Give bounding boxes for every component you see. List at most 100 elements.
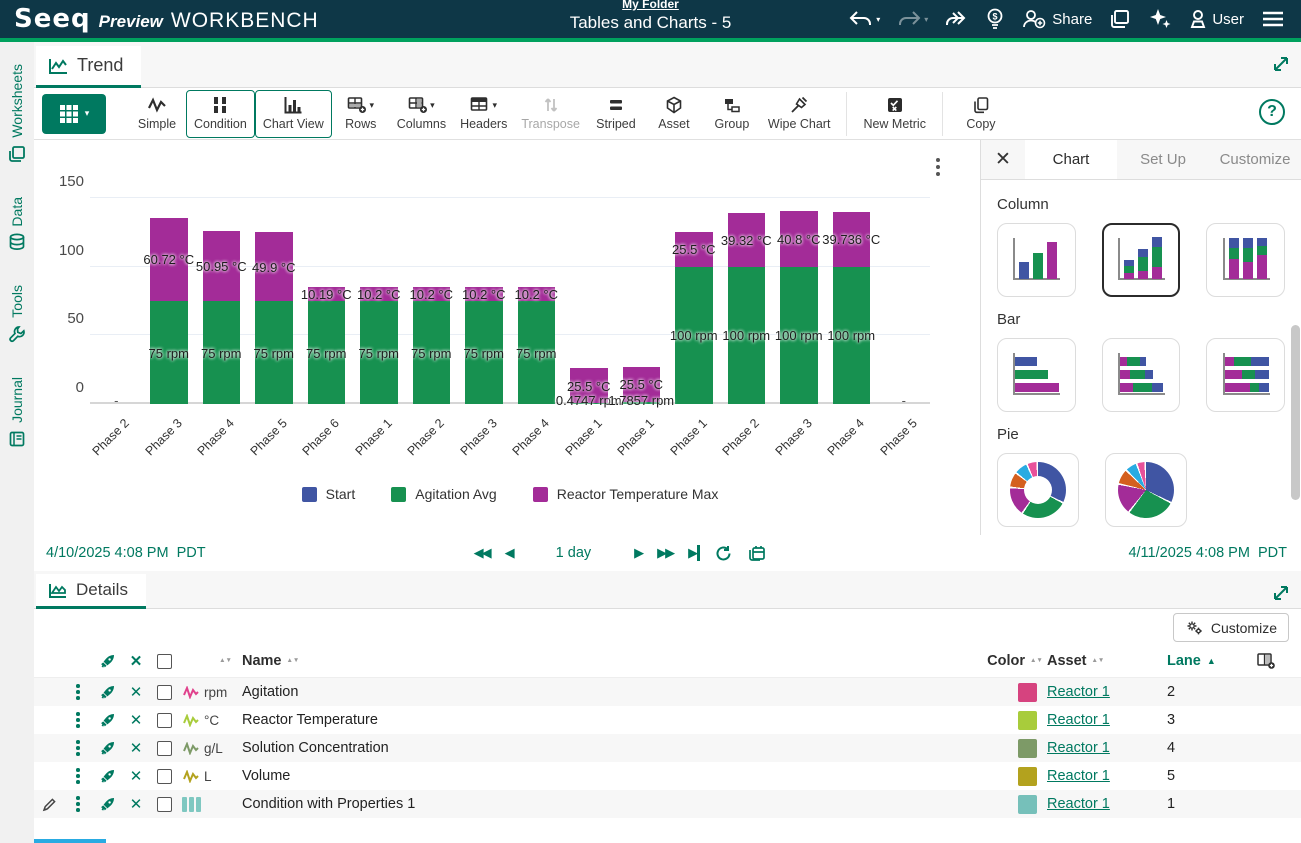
details-row-reactor-temperature[interactable]: ✕ °C Reactor Temperature Reactor 1 3 — [34, 706, 1301, 734]
remove-item-icon[interactable]: ✕ — [129, 684, 143, 701]
row-checkbox[interactable] — [156, 768, 172, 784]
bar-segment[interactable] — [727, 266, 765, 404]
bar-stacked-thumbnail[interactable] — [1101, 338, 1181, 412]
sidebar-item-journal[interactable]: Journal — [8, 377, 26, 448]
refresh-icon[interactable] — [715, 545, 732, 562]
legend-item[interactable]: Start — [301, 486, 355, 502]
column-percent-stacked-thumbnail[interactable] — [1206, 223, 1285, 297]
row-checkbox[interactable] — [156, 684, 172, 700]
expand-details-icon[interactable] — [1271, 583, 1291, 603]
help-button[interactable]: ? — [1259, 99, 1285, 125]
bar-segment[interactable] — [255, 232, 293, 301]
worksheets-overview-button[interactable] — [1109, 9, 1131, 29]
pie-chart-thumbnail[interactable] — [1105, 453, 1187, 527]
close-panel-icon[interactable]: ✕ — [995, 149, 1011, 170]
bar-segment[interactable] — [412, 301, 450, 404]
asset-link[interactable]: Reactor 1 — [1047, 796, 1110, 812]
row-checkbox[interactable] — [156, 796, 172, 812]
bar-segment[interactable] — [832, 212, 870, 267]
row-menu-icon[interactable] — [76, 740, 80, 756]
column-header-asset[interactable]: Asset — [1047, 653, 1087, 669]
remove-all-icon[interactable]: ✕ — [129, 653, 143, 670]
row-menu-icon[interactable] — [76, 768, 80, 784]
simple-mode-button[interactable]: Simple — [128, 89, 186, 139]
bar-segment[interactable] — [727, 212, 765, 267]
asset-link[interactable]: Reactor 1 — [1047, 768, 1110, 784]
user-menu-button[interactable]: User — [1189, 9, 1244, 29]
bar-segment[interactable] — [675, 231, 713, 267]
sidebar-item-data[interactable]: Data — [8, 197, 26, 252]
sort-color-icon[interactable]: ▲▼ — [1030, 657, 1043, 665]
remove-item-icon[interactable]: ✕ — [129, 768, 143, 785]
step-to-now-icon[interactable]: ▶ — [688, 545, 701, 561]
rocket-icon[interactable] — [99, 740, 116, 757]
forward-button[interactable] — [945, 10, 969, 28]
copy-button[interactable]: Copy — [952, 89, 1010, 139]
condition-mode-button[interactable]: Condition — [186, 89, 255, 138]
bar-segment[interactable] — [517, 301, 555, 404]
asset-button[interactable]: Asset — [645, 89, 703, 139]
donut-chart-thumbnail[interactable] — [997, 453, 1079, 527]
sidebar-item-tools[interactable]: Tools — [8, 285, 26, 343]
customize-details-button[interactable]: Customize — [1172, 613, 1289, 642]
rows-button[interactable]: ▾ Rows — [332, 89, 390, 139]
bar-segment[interactable] — [360, 287, 398, 301]
legend-item[interactable]: Reactor Temperature Max — [532, 486, 718, 502]
step-forward-fast-icon[interactable]: ▶▶ — [657, 545, 675, 560]
hamburger-menu-button[interactable] — [1261, 10, 1285, 28]
bar-segment[interactable] — [307, 301, 345, 404]
color-swatch[interactable] — [1017, 766, 1037, 786]
bar-grouped-thumbnail[interactable] — [997, 338, 1076, 412]
color-swatch[interactable] — [1017, 738, 1037, 758]
tab-trend[interactable]: Trend — [36, 46, 142, 88]
bar-segment[interactable] — [622, 401, 660, 404]
bar-segment[interactable] — [570, 368, 608, 404]
rocket-icon[interactable] — [99, 796, 116, 813]
column-header-name[interactable]: Name — [242, 653, 282, 669]
rocket-icon[interactable] — [99, 712, 116, 729]
breadcrumb-folder-link[interactable]: My Folder — [622, 0, 679, 11]
color-swatch[interactable] — [1017, 682, 1037, 702]
tab-customize[interactable]: Customize — [1219, 151, 1291, 168]
rocket-icon[interactable] — [99, 768, 116, 785]
expand-trend-icon[interactable] — [1271, 54, 1291, 74]
undo-button[interactable]: ▾ — [849, 10, 880, 28]
range-start-datetime[interactable]: 4/10/2025 4:08 PM PDT — [46, 545, 206, 561]
seeq-logo[interactable]: Seeq Preview WORKBENCH — [0, 4, 319, 34]
wipe-chart-button[interactable]: Wipe Chart — [761, 89, 838, 139]
remove-item-icon[interactable]: ✕ — [129, 796, 143, 813]
remove-item-icon[interactable]: ✕ — [129, 712, 143, 729]
details-row-agitation[interactable]: ✕ rpm Agitation Reactor 1 2 — [34, 678, 1301, 706]
step-back-icon[interactable]: ◀ — [504, 545, 515, 560]
details-row-solution-concentration[interactable]: ✕ g/L Solution Concentration Reactor 1 4 — [34, 734, 1301, 762]
remove-item-icon[interactable]: ✕ — [129, 740, 143, 757]
duration-label[interactable]: 1 day — [555, 545, 592, 561]
color-swatch[interactable] — [1017, 794, 1037, 814]
sort-lane-asc-icon[interactable]: ▲ — [1206, 656, 1216, 666]
bar-segment[interactable] — [517, 287, 555, 301]
rocket-icon[interactable] — [99, 653, 116, 670]
asset-link[interactable]: Reactor 1 — [1047, 740, 1110, 756]
select-all-checkbox[interactable] — [156, 653, 172, 669]
row-menu-icon[interactable] — [76, 712, 80, 728]
bar-segment[interactable] — [622, 366, 660, 402]
monetize-lightbulb-icon[interactable]: $ — [986, 8, 1004, 30]
details-row-volume[interactable]: ✕ L Volume Reactor 1 5 — [34, 762, 1301, 790]
bar-segment[interactable] — [465, 301, 503, 404]
redo-caret-icon[interactable]: ▾ — [924, 14, 929, 24]
row-checkbox[interactable] — [156, 712, 172, 728]
bar-percent-stacked-thumbnail[interactable] — [1206, 338, 1286, 412]
bar-segment[interactable] — [150, 217, 188, 301]
horizontal-scrollbar-thumb[interactable] — [34, 839, 106, 843]
bar-segment[interactable] — [570, 403, 608, 404]
bar-segment[interactable] — [832, 266, 870, 404]
redo-button[interactable]: ▾ — [897, 10, 928, 28]
sort-name-icon[interactable]: ▲▼ — [286, 657, 300, 665]
copy-range-icon[interactable] — [747, 544, 767, 562]
tab-details[interactable]: Details — [36, 574, 146, 609]
bar-segment[interactable] — [675, 266, 713, 404]
pencil-edit-icon[interactable] — [42, 797, 57, 812]
sort-unit-icon[interactable]: ▲▼ — [219, 657, 232, 665]
share-button[interactable]: Share — [1021, 9, 1092, 29]
row-checkbox[interactable] — [156, 740, 172, 756]
